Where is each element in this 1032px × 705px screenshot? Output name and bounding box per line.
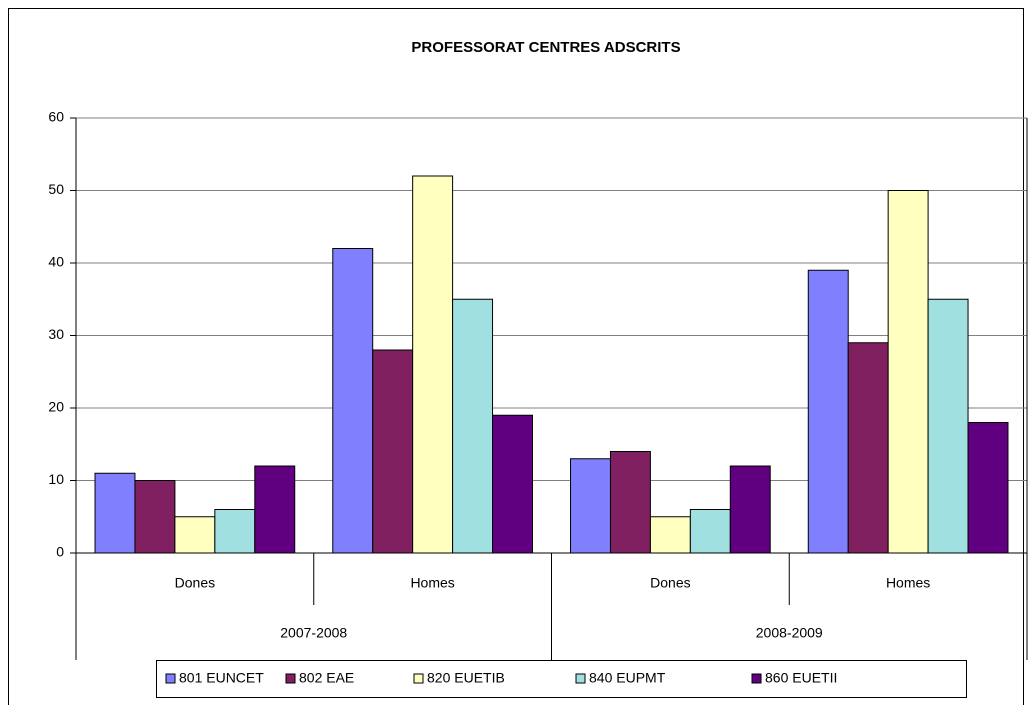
bar (649, 516, 691, 554)
x-tick-label: Homes (886, 575, 930, 591)
legend-swatch (751, 673, 762, 684)
bar (254, 465, 296, 554)
y-tick-label: 0 (56, 544, 64, 560)
bar (412, 175, 454, 554)
bar (174, 516, 216, 554)
x-tick-label: Dones (175, 575, 215, 591)
bar (927, 298, 969, 554)
legend-label: 801 EUNCET (179, 670, 264, 686)
y-tick-label: 40 (48, 254, 64, 270)
y-tick-label: 10 (48, 471, 64, 487)
legend-label: 840 EUPMT (589, 670, 666, 686)
bar (332, 248, 374, 554)
bar (570, 458, 611, 554)
legend-swatch (165, 673, 176, 684)
bar (847, 342, 889, 554)
legend-box (156, 660, 967, 698)
bar (94, 472, 136, 554)
bar (134, 480, 176, 554)
y-tick-label: 20 (48, 399, 64, 415)
chart-title: PROFESSORAT CENTRES ADSCRITS (411, 39, 680, 56)
group-label: 2007-2008 (280, 625, 347, 641)
legend-swatch (285, 673, 296, 684)
legend-label: 820 EUETIB (427, 670, 505, 686)
y-tick-label: 30 (48, 326, 64, 342)
bar (452, 298, 494, 554)
x-tick-label: Dones (650, 575, 690, 591)
bar (492, 414, 533, 554)
y-tick-label: 60 (48, 109, 64, 125)
legend-label: 860 EUETII (765, 670, 837, 686)
bar (887, 190, 929, 554)
legend-label: 802 EAE (299, 670, 354, 686)
bar (689, 509, 731, 554)
legend-swatch (575, 673, 586, 684)
x-tick-label: Homes (410, 575, 454, 591)
bar (609, 451, 651, 554)
bar (807, 269, 849, 554)
bar (214, 509, 256, 554)
legend-swatch (413, 673, 424, 684)
bar (729, 465, 771, 554)
bar (372, 349, 414, 554)
bar (967, 422, 1009, 554)
y-tick-label: 50 (48, 181, 64, 197)
group-label: 2008-2009 (756, 625, 823, 641)
